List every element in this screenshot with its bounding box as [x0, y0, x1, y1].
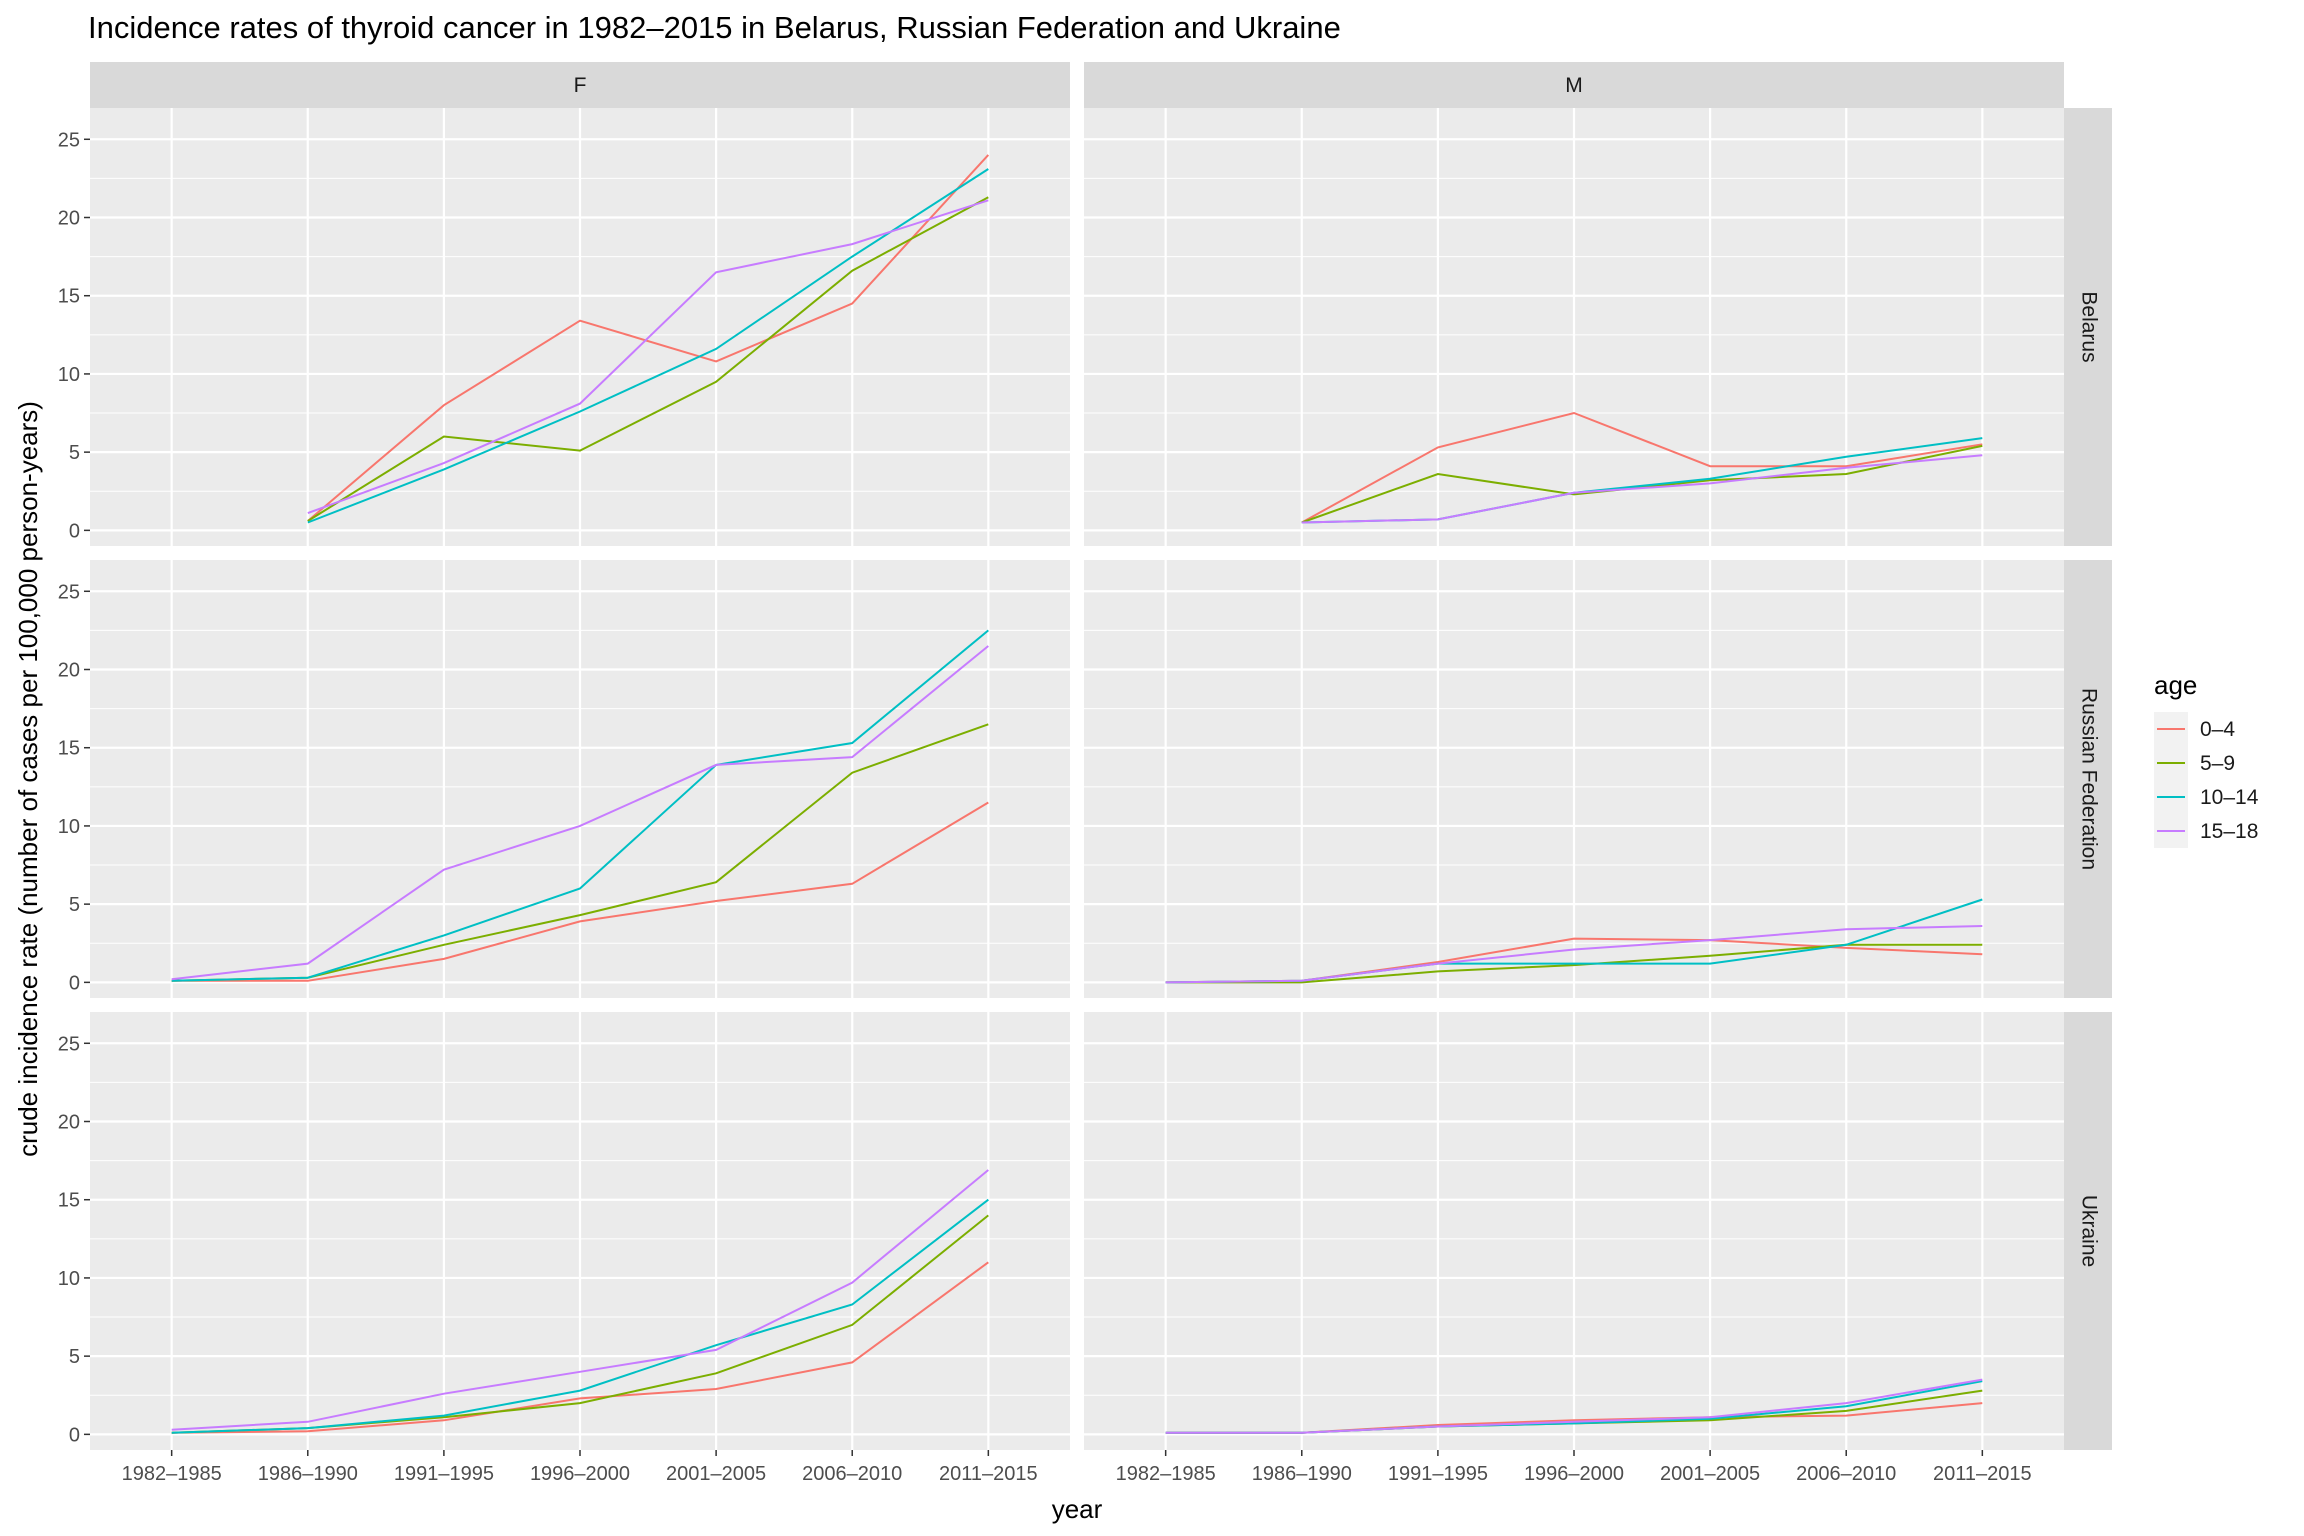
x-tick-label: 2001–2005	[666, 1463, 766, 1485]
y-tick-label: 5	[69, 1346, 80, 1368]
legend-title: age	[2154, 670, 2197, 700]
facet-row-label: Ukraine	[2077, 1195, 2100, 1267]
series-line	[307, 168, 989, 524]
series-line	[1165, 1378, 1983, 1434]
y-tick-label: 20	[58, 660, 80, 682]
x-tick-label: 2011–2015	[1933, 1463, 2032, 1485]
y-tick-label: 5	[69, 442, 80, 464]
y-tick-label: 10	[58, 1268, 80, 1290]
series-line	[307, 196, 989, 522]
series-line	[171, 629, 989, 982]
y-tick-label: 25	[58, 129, 80, 151]
x-tick-label: 1991–1995	[394, 1463, 494, 1485]
x-tick-label: 2001–2005	[1660, 1463, 1760, 1485]
y-tick-label: 15	[58, 1190, 80, 1212]
y-tick-label: 0	[69, 1424, 80, 1446]
facet-strip	[2064, 108, 2112, 546]
series-line	[307, 199, 989, 515]
x-tick-label: 2011–2015	[939, 1463, 1038, 1485]
x-tick-label: 1982–1985	[122, 1463, 222, 1485]
series-line	[171, 1198, 989, 1434]
x-tick-label: 2006–2010	[1796, 1463, 1896, 1485]
facet-column-label: M	[1565, 74, 1583, 97]
facet-strip	[2064, 1012, 2112, 1450]
facet-strip	[90, 62, 1070, 108]
facet-strip	[1084, 62, 2064, 108]
series-line	[171, 801, 989, 982]
x-axis-title: year	[1052, 1494, 1103, 1524]
y-tick-label: 10	[58, 816, 80, 838]
legend-entry-label: 15–18	[2200, 820, 2258, 843]
legend-entry-label: 10–14	[2200, 786, 2259, 809]
y-tick-label: 20	[58, 1112, 80, 1134]
x-tick-label: 1986–1990	[258, 1463, 358, 1485]
series-line	[1301, 411, 1983, 524]
y-tick-label: 20	[58, 208, 80, 230]
x-tick-label: 2006–2010	[802, 1463, 902, 1485]
series-line	[307, 154, 990, 522]
y-tick-label: 0	[69, 972, 80, 994]
y-tick-label: 25	[58, 581, 80, 603]
y-tick-label: 25	[58, 1033, 80, 1055]
series-line	[1165, 925, 1983, 984]
x-tick-label: 1996–2000	[1524, 1463, 1624, 1485]
series-line	[171, 1169, 989, 1431]
facet-row-label: Russian Federation	[2077, 688, 2100, 870]
facet-row-label: Belarus	[2077, 291, 2100, 362]
facet-column-label: F	[574, 74, 587, 97]
x-tick-label: 1986–1990	[1252, 1463, 1352, 1485]
x-tick-label: 1996–2000	[530, 1463, 630, 1485]
legend-entry-label: 0–4	[2200, 718, 2235, 741]
x-tick-label: 1982–1985	[1116, 1463, 1216, 1485]
series-line	[171, 1261, 989, 1434]
legend-entry-label: 5–9	[2200, 752, 2235, 775]
y-tick-label: 0	[69, 520, 80, 542]
series-line	[171, 645, 989, 981]
y-tick-label: 10	[58, 364, 80, 386]
y-axis-title: crude incidence rate (number of cases pe…	[13, 401, 43, 1157]
facet-strip	[2064, 560, 2112, 998]
y-tick-label: 5	[69, 894, 80, 916]
y-tick-label: 15	[58, 738, 80, 760]
chart-title: Incidence rates of thyroid cancer in 198…	[88, 10, 1341, 45]
y-tick-label: 15	[58, 286, 80, 308]
x-tick-label: 1991–1995	[1388, 1463, 1488, 1485]
series-line	[1301, 454, 1983, 524]
